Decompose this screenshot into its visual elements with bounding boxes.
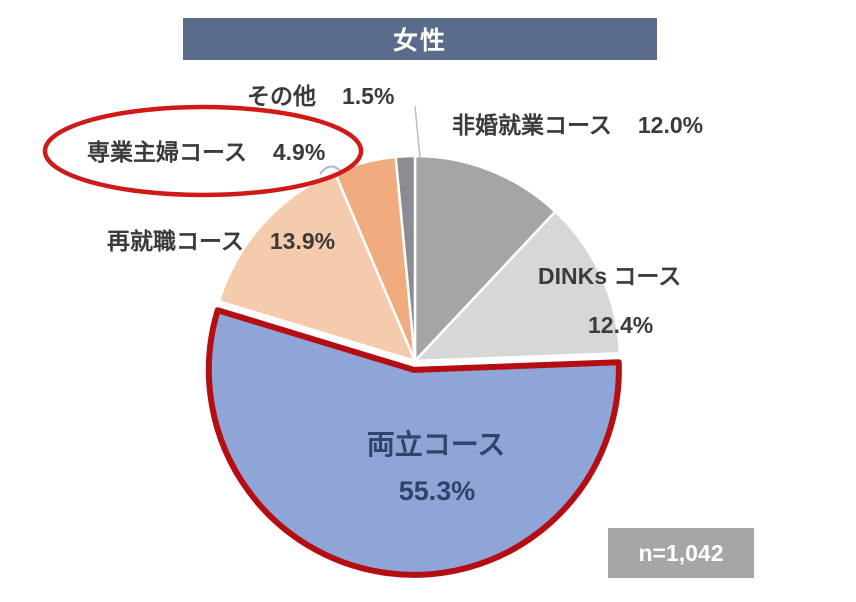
chart-title-banner: 女性 <box>183 18 657 60</box>
label-dinks-name-text: DINKs コース <box>538 263 682 289</box>
label-dinks-value-text: 12.4% <box>588 312 654 338</box>
sample-size-badge: n=1,042 <box>608 528 754 578</box>
label-sengyo-shufu: 専業主婦コース 4.9% <box>87 139 326 165</box>
label-sonota-name: その他 <box>247 83 316 109</box>
leader-line-sonota <box>414 105 421 159</box>
label-saishushoku-name: 再就職コース <box>107 228 244 254</box>
label-sonota-value: 1.5% <box>342 83 395 109</box>
pie-slice-dinks <box>413 210 622 363</box>
annotation-ellipse <box>42 104 364 198</box>
pie-slices-group <box>205 154 622 578</box>
label-ryoritsu-value: 55.3% <box>398 476 476 506</box>
label-sengyo-shufu-name: 専業主婦コース <box>87 139 247 165</box>
pie-slice-sonota <box>394 154 417 363</box>
label-saishushoku-value: 13.9% <box>269 228 336 254</box>
label-hikon-shugyo: 非婚就業コース 12.0% <box>452 112 704 138</box>
label-hikon-shugyo-value: 12.0% <box>637 112 704 138</box>
label-dinks-name: DINKs コース <box>538 263 682 289</box>
label-dinks-value: 12.4% <box>588 312 654 338</box>
pie-slice-ryoritsu <box>205 307 622 578</box>
label-sengyo-shufu-value: 4.9% <box>272 139 326 165</box>
label-ryoritsu-name: 両立コース <box>366 429 506 460</box>
label-saishushoku: 再就職コース 13.9% <box>107 228 336 254</box>
label-hikon-shugyo-name: 非婚就業コース <box>452 112 612 138</box>
label-sonota: その他 1.5% <box>247 83 395 109</box>
chart-title: 女性 <box>392 27 447 55</box>
pie-slice-hikon-shugyo <box>413 154 557 363</box>
